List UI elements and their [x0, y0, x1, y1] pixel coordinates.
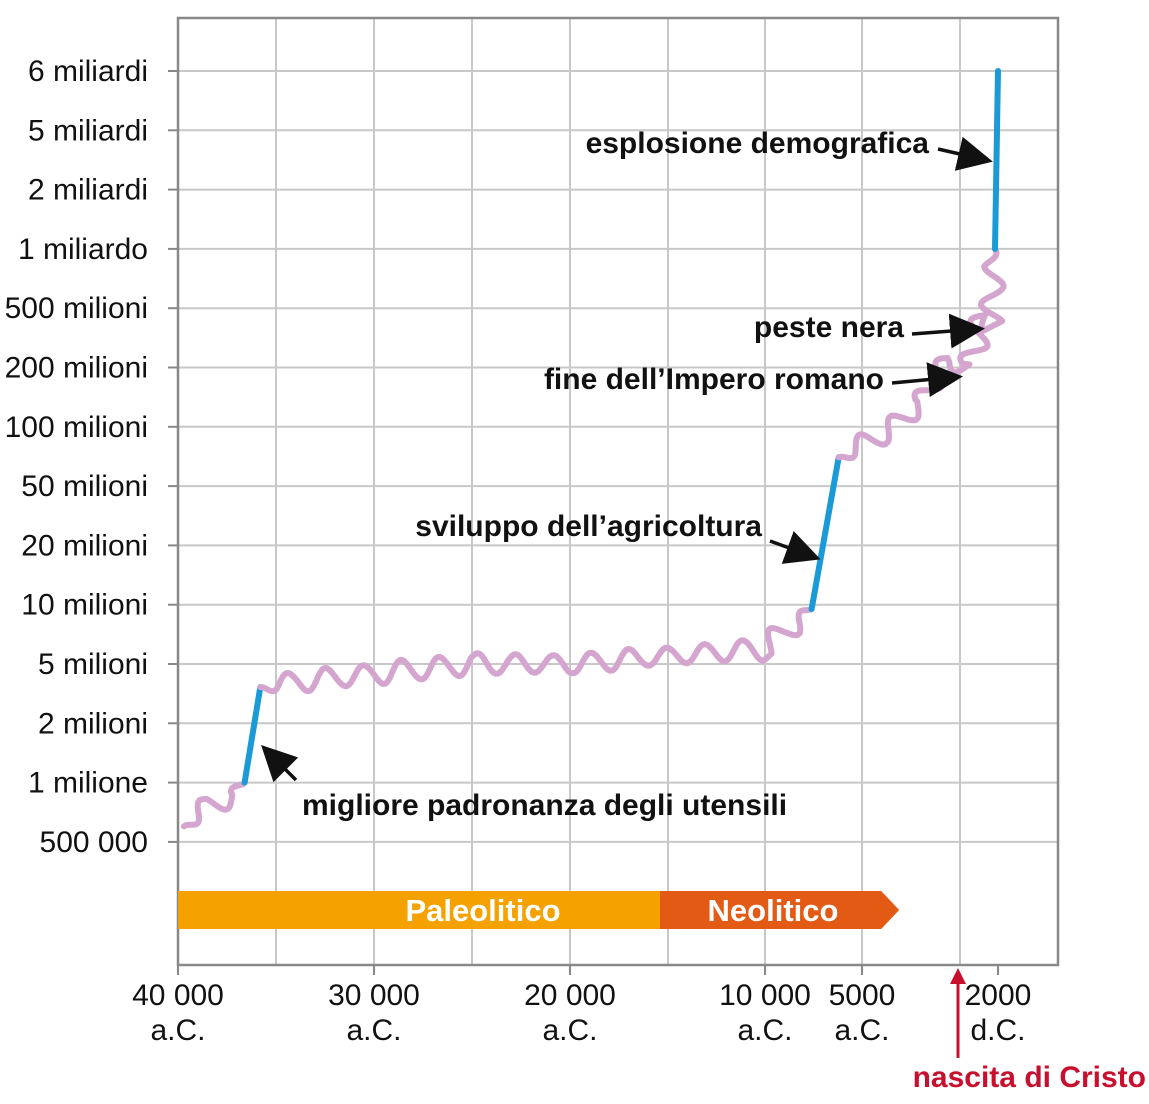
x-tick-label: 10 000 [719, 979, 811, 1012]
y-tick-label: 1 milione [28, 767, 148, 800]
y-tick-label: 6 miliardi [28, 55, 148, 88]
birth-marker-label: nascita di Cristo [913, 1061, 1146, 1094]
x-tick-era: a.C. [542, 1014, 597, 1047]
y-tick-label: 500 000 [40, 826, 148, 859]
x-tick-label: 30 000 [328, 979, 420, 1012]
x-tick-era: a.C. [737, 1014, 792, 1047]
era-band-neolitico [660, 891, 900, 929]
birth-of-christ-marker: nascita di Cristo [913, 968, 1146, 1094]
x-tick-label: 40 000 [132, 979, 224, 1012]
annotation-arrow-utensili [261, 745, 299, 783]
x-tick-label: 5000 [829, 979, 896, 1012]
annotation-arrow-agricoltura [769, 530, 821, 564]
grid [177, 18, 1059, 965]
annotation-label-esplosione: esplosione demografica [586, 127, 930, 160]
y-tick-label: 200 milioni [5, 352, 148, 385]
annotation-label-agricoltura: sviluppo dell’agricoltura [415, 510, 762, 543]
y-tick-label: 20 milioni [21, 529, 148, 562]
annotation-arrow-impero [891, 362, 963, 398]
era-label-paleolitico: Paleolitico [405, 893, 560, 928]
series-segment-rapid [808, 454, 842, 613]
x-tick-label: 20 000 [524, 979, 616, 1012]
annotation-label-utensili: migliore padronanza degli utensili [302, 789, 787, 822]
y-tick-label: 100 milioni [5, 411, 148, 444]
y-tick-label: 2 milioni [38, 707, 148, 740]
x-tick-label: 2000 [965, 979, 1032, 1012]
birth-marker-arrowhead [950, 968, 966, 984]
y-tick-label: 500 milioni [5, 292, 148, 325]
era-label-neolitico: Neolitico [708, 893, 839, 928]
y-tick-label: 5 miliardi [28, 114, 148, 147]
annotation-label-impero: fine dell’Impero romano [544, 363, 884, 396]
annotation-arrow-peste [911, 313, 985, 349]
y-axis: 500 000 1 milione 2 milioni 5 milioni 10 mil… [5, 55, 178, 859]
series-segment-slow [180, 779, 248, 830]
plot-border [176, 16, 1060, 967]
y-tick-label: 50 milioni [21, 470, 148, 503]
x-tick-era: a.C. [150, 1014, 205, 1047]
y-tick-label: 10 milioni [21, 589, 148, 622]
y-tick-label: 5 milioni [38, 648, 148, 681]
y-tick-label: 2 miliardi [28, 174, 148, 207]
plot-frame [176, 16, 1060, 967]
annotation-label-peste: peste nera [754, 311, 904, 344]
series-segment-rapid [241, 684, 264, 786]
population-series [180, 68, 1007, 830]
annotations: migliore padronanza degli utensili svilup… [261, 127, 993, 822]
x-tick-era: a.C. [834, 1014, 889, 1047]
x-tick-era: a.C. [346, 1014, 401, 1047]
series-segment-slow [257, 606, 815, 695]
series-segment-rapid [992, 68, 1001, 252]
era-bands: Paleolitico Neolitico [178, 891, 900, 929]
x-tick-era: d.C. [970, 1014, 1025, 1047]
annotation-arrow-esplosione [937, 136, 993, 171]
era-band-paleolitico [178, 891, 686, 929]
y-tick-label: 1 miliardo [18, 233, 148, 266]
